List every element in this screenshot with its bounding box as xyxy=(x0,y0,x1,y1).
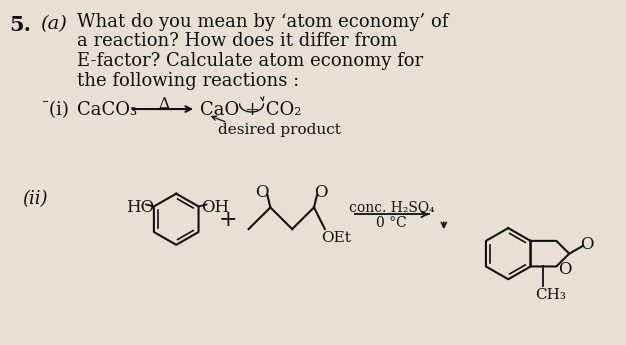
Text: (a): (a) xyxy=(41,16,68,33)
Text: E-factor? Calculate atom economy for: E-factor? Calculate atom economy for xyxy=(77,52,423,70)
Text: What do you mean by ‘atom economy’ of: What do you mean by ‘atom economy’ of xyxy=(77,13,448,31)
Text: OH: OH xyxy=(202,199,230,216)
Text: +: + xyxy=(219,209,237,231)
Text: CaO + CO₂: CaO + CO₂ xyxy=(200,101,302,119)
Text: ¯(i): ¯(i) xyxy=(41,101,69,119)
Text: O: O xyxy=(580,236,594,253)
Text: HO: HO xyxy=(126,199,154,216)
Text: (ii): (ii) xyxy=(23,190,48,208)
Text: 0 °C: 0 °C xyxy=(376,216,407,230)
Text: the following reactions :: the following reactions : xyxy=(77,72,299,90)
Text: CH₃: CH₃ xyxy=(535,288,567,302)
Text: conc. H₂SO₄: conc. H₂SO₄ xyxy=(349,200,434,215)
Text: OEt: OEt xyxy=(321,231,351,245)
Text: CaCO₃: CaCO₃ xyxy=(77,101,137,119)
Text: O: O xyxy=(558,260,572,278)
Text: a reaction? How does it differ from: a reaction? How does it differ from xyxy=(77,32,398,50)
Text: Δ: Δ xyxy=(159,97,170,111)
Text: 5.: 5. xyxy=(10,14,32,34)
Text: desired product: desired product xyxy=(218,123,341,137)
Text: O: O xyxy=(255,185,268,201)
Text: O: O xyxy=(314,185,327,201)
